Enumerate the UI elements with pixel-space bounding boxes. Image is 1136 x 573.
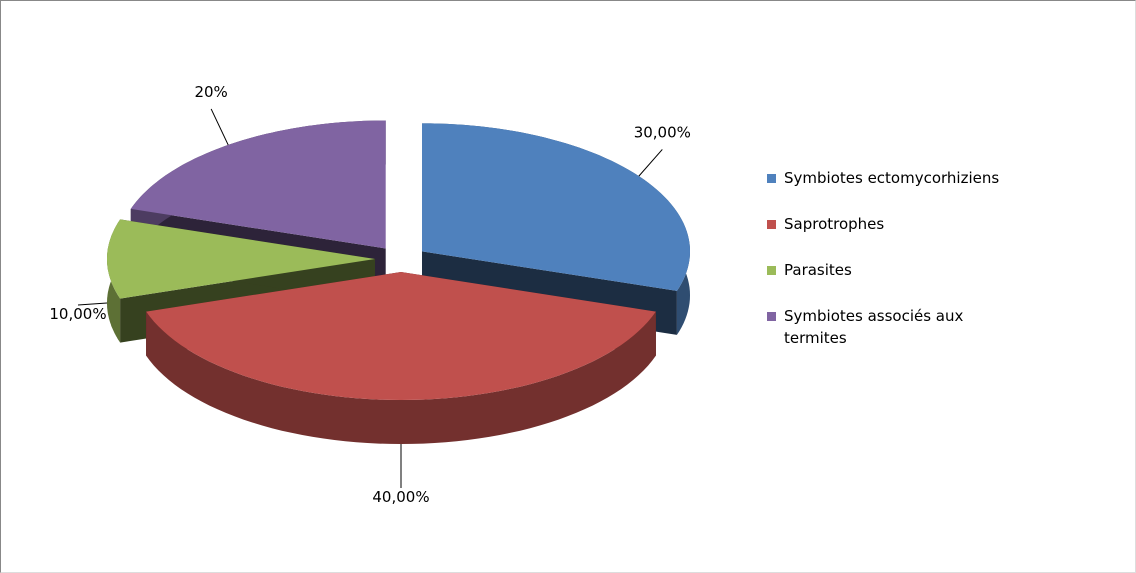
data-label: 20% <box>194 83 227 101</box>
leader-line <box>77 302 108 306</box>
slice <box>422 123 690 291</box>
legend-item: Saprotrophes <box>767 213 1017 235</box>
legend-swatch <box>767 266 776 275</box>
legend-label: Symbiotes associés aux termites <box>784 307 964 347</box>
leader-line <box>210 108 229 146</box>
legend-swatch <box>767 174 776 183</box>
legend-swatch <box>767 220 776 229</box>
legend-item: Parasites <box>767 259 1017 281</box>
legend-label: Parasites <box>784 261 852 279</box>
legend: Symbiotes ectomycorhiziens Saprotrophes Pa… <box>767 167 1017 373</box>
slice <box>107 219 375 299</box>
slice-side <box>146 311 656 444</box>
data-label: 30,00% <box>634 123 691 141</box>
legend-label: Symbiotes ectomycorhiziens <box>784 169 1000 187</box>
legend-swatch <box>767 312 776 321</box>
data-label: 40,00% <box>372 488 429 506</box>
legend-label: Saprotrophes <box>784 215 885 233</box>
leader-line <box>638 149 663 177</box>
slice <box>146 272 656 400</box>
legend-item: Symbiotes ectomycorhiziens <box>767 167 1017 189</box>
slice <box>130 120 386 249</box>
data-label: 10,00% <box>49 305 106 323</box>
legend-item: Symbiotes associés aux termites <box>767 305 1017 349</box>
